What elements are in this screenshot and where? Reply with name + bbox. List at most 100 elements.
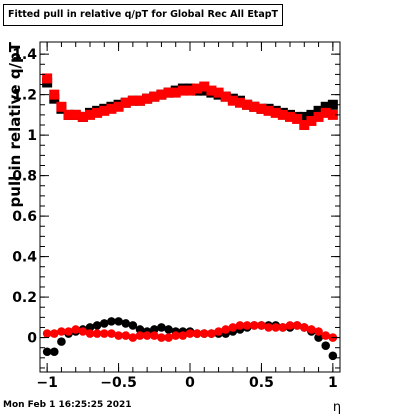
series-2-point	[164, 325, 173, 334]
y-tick-label: 0.2	[12, 290, 37, 306]
series-0-point	[327, 99, 338, 110]
series-1-point	[163, 87, 174, 98]
series-2-point	[121, 319, 131, 328]
series-3-point	[178, 331, 188, 340]
x-tick-label: −0.5	[100, 375, 137, 391]
series-1-point	[327, 109, 338, 120]
y-tick-label: 1	[27, 128, 37, 144]
y-axis-label: pull in relative q/pT	[6, 41, 24, 207]
series-3-point	[142, 331, 152, 340]
series-3-point	[292, 321, 302, 330]
timestamp: Mon Feb 1 16:25:25 2021	[3, 400, 132, 410]
chart-title: Fitted pull in relative q/pT for Global …	[3, 4, 283, 26]
series-3-point	[221, 325, 231, 334]
series-1-point	[192, 83, 203, 94]
series-1-point	[149, 91, 160, 102]
series-3-point	[64, 327, 73, 336]
series-1-point	[42, 73, 53, 84]
series-1-point	[63, 109, 74, 120]
series-1-point	[220, 91, 231, 102]
series-2-point	[92, 321, 102, 330]
series-1-point	[306, 115, 317, 126]
series-2-point	[114, 317, 123, 326]
series-1-point	[270, 107, 281, 118]
series-2-point	[99, 319, 109, 328]
series-3-point	[157, 333, 166, 342]
series-3-point	[307, 325, 316, 334]
series-3-point	[128, 333, 138, 342]
series-1-point	[77, 111, 88, 122]
series-2-point	[107, 317, 116, 326]
series-3-point	[228, 323, 238, 332]
series-3-point	[107, 329, 116, 338]
series-2-point	[314, 333, 323, 342]
series-2-point	[149, 325, 159, 334]
series-1-point	[206, 85, 217, 96]
series-3-point	[164, 333, 173, 342]
series-1-point	[277, 109, 288, 120]
series-1-point	[120, 97, 131, 108]
series-1-point	[242, 99, 253, 110]
series-3-point	[214, 327, 223, 336]
series-1-point	[127, 95, 138, 106]
series-1-point	[142, 93, 153, 104]
series-1-point	[313, 111, 324, 122]
series-1-point	[70, 109, 81, 120]
series-3-point	[242, 321, 252, 330]
series-0-point	[313, 105, 324, 116]
series-3-point	[185, 329, 195, 338]
series-1-point	[235, 97, 245, 108]
series-3-point	[78, 327, 88, 336]
series-1-point	[135, 95, 145, 106]
series-1-point	[185, 85, 195, 96]
series-3-point	[171, 331, 181, 340]
series-1-point	[292, 113, 303, 124]
y-tick-label: 1.2	[12, 88, 37, 104]
series-3-point	[207, 329, 216, 338]
series-3-point	[285, 321, 295, 330]
series-1-point	[170, 87, 181, 98]
series-1-point	[199, 81, 210, 92]
series-3-point	[71, 325, 81, 334]
series-3-point	[49, 329, 59, 338]
series-3-point	[264, 323, 273, 332]
series-1-point	[156, 89, 167, 100]
series-3-point	[121, 331, 131, 340]
series-2-point	[57, 337, 66, 346]
series-1-point	[49, 89, 60, 100]
series-3-point	[42, 329, 52, 338]
series-1-point	[285, 111, 295, 122]
x-tick-label: −1	[36, 375, 57, 391]
series-2-point	[328, 351, 338, 361]
series-2-point	[321, 341, 331, 350]
series-3-point	[278, 323, 288, 332]
x-tick-label: 0	[185, 375, 195, 391]
series-1-point	[213, 87, 224, 98]
series-3-point	[99, 329, 109, 338]
series-1-point	[99, 105, 110, 116]
series-1-point	[113, 101, 124, 112]
series-3-point	[114, 331, 123, 340]
series-2-point	[128, 321, 138, 330]
series-3-point	[271, 323, 281, 332]
series-1-point	[320, 107, 331, 118]
series-1-point	[92, 107, 103, 118]
plot-layer	[42, 73, 338, 361]
series-1-point	[256, 103, 267, 114]
series-3-point	[192, 329, 202, 338]
series-1-point	[263, 105, 274, 116]
series-3-point	[321, 331, 331, 340]
series-1-point	[106, 103, 117, 114]
x-axis-label: η	[333, 400, 341, 414]
series-2-point	[135, 325, 145, 334]
series-1-point	[56, 101, 67, 112]
series-0-point	[299, 111, 310, 122]
series-3-point	[235, 321, 245, 330]
series-3-point	[149, 331, 159, 340]
series-1-point	[299, 120, 310, 131]
series-3-point	[314, 327, 323, 336]
series-1-point	[177, 85, 188, 96]
y-tick-label: 0	[27, 331, 37, 347]
series-3-point	[92, 329, 102, 338]
